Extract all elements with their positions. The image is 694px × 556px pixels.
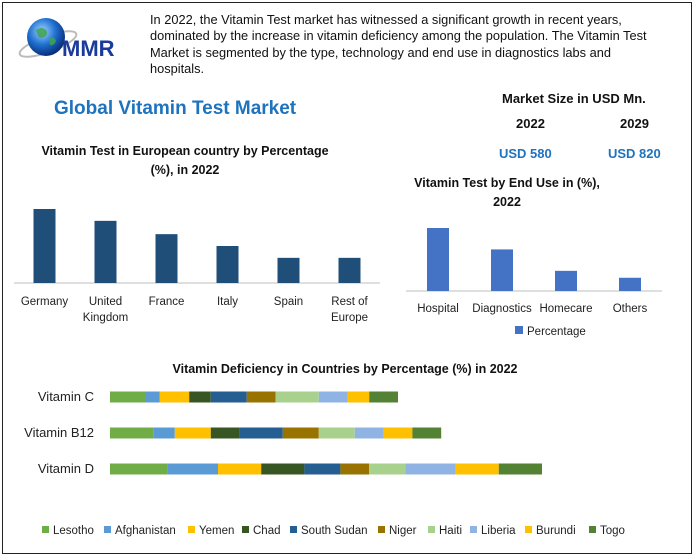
deficiency-legend-label-togo: Togo [600,525,625,537]
market-size-title: Market Size in USD Mn. [502,91,646,106]
deficiency-legend-swatch-lesotho [42,526,49,533]
deficiency-legend-label-liberia: Liberia [481,525,516,537]
market-size-year-2029: 2029 [620,116,649,131]
deficiency-category-label-vitamin-b12: Vitamin B12 [24,425,94,440]
deficiency-legend-swatch-afghanistan [104,526,111,533]
europe-tick-label-rest-of-europe: Europe [331,312,368,324]
deficiency-segment-vitamin-b12-liberia [354,427,384,439]
deficiency-legend-label-south-sudan: South Sudan [301,525,368,537]
market-size-value-2029: USD 820 [608,146,661,161]
deficiency-segment-vitamin-d-haiti [369,463,406,475]
mmr-logo: MMR [18,18,115,61]
end-use-tick-label-hospital: Hospital [417,303,459,315]
europe-tick-label-france: France [149,296,185,308]
deficiency-segment-vitamin-b12-niger [282,427,319,439]
deficiency-segment-vitamin-b12-afghanistan [153,427,175,439]
end-use-bar-homecare [555,270,577,291]
deficiency-legend-swatch-yemen [188,526,195,533]
europe-bar-germany [33,209,56,283]
deficiency-legend-label-haiti: Haiti [439,525,462,537]
europe-tick-label-united-kingdom: United [89,296,122,308]
deficiency-legend-swatch-south-sudan [290,526,297,533]
deficiency-segment-vitamin-d-burundi [455,463,499,475]
europe-bar-italy [216,246,239,283]
europe-tick-label-italy: Italy [217,296,238,308]
deficiency-segment-vitamin-d-niger [340,463,370,475]
deficiency-segment-vitamin-b12-togo [412,427,442,439]
end-use-legend-label: Percentage [527,326,586,338]
deficiency-segment-vitamin-d-lesotho [110,463,168,475]
end-use-tick-label-diagnostics: Diagnostics [472,303,532,315]
deficiency-segment-vitamin-b12-haiti [318,427,355,439]
europe-chart-title: Vitamin Test in European country by Perc… [41,144,329,177]
deficiency-segment-vitamin-b12-burundi [383,427,413,439]
deficiency-segment-vitamin-b12-south-sudan [239,427,283,439]
europe-tick-label-rest-of-europe: Rest of [331,296,368,308]
end-use-bar-others [619,277,641,291]
deficiency-segment-vitamin-c-chad [189,391,211,403]
europe-tick-label-spain: Spain [274,296,303,308]
deficiency-segment-vitamin-c-yemen [159,391,190,403]
deficiency-legend-label-burundi: Burundi [536,525,576,537]
end-use-bar-diagnostics [491,249,513,291]
deficiency-legend-swatch-haiti [428,526,435,533]
deficiency-segment-vitamin-d-chad [261,463,305,475]
deficiency-legend-swatch-togo [589,526,596,533]
deficiency-legend-label-yemen: Yemen [199,525,234,537]
deficiency-segment-vitamin-b12-chad [210,427,240,439]
europe-bar-france [155,234,178,283]
deficiency-category-label-vitamin-c: Vitamin C [38,389,94,404]
deficiency-legend-label-lesotho: Lesotho [53,525,94,537]
deficiency-segment-vitamin-d-afghanistan [167,463,218,475]
end-use-chart-title: Vitamin Test by End Use in (%), 2022 [414,176,600,209]
deficiency-category-label-vitamin-d: Vitamin D [38,461,94,476]
deficiency-segment-vitamin-b12-yemen [174,427,211,439]
deficiency-segment-vitamin-c-lesotho [110,391,146,403]
europe-bar-united-kingdom [94,220,117,283]
page-title: Global Vitamin Test Market [54,98,297,119]
deficiency-legend-swatch-liberia [470,526,477,533]
europe-tick-label-united-kingdom: Kingdom [83,312,128,324]
deficiency-segment-vitamin-c-liberia [318,391,348,403]
deficiency-segment-vitamin-d-south-sudan [304,463,341,475]
deficiency-segment-vitamin-d-yemen [218,463,262,475]
end-use-tick-label-others: Others [613,303,648,315]
europe-bar-spain [277,257,300,283]
deficiency-segment-vitamin-c-togo [369,391,398,403]
deficiency-segment-vitamin-c-south-sudan [210,391,247,403]
deficiency-chart-title: Vitamin Deficiency in Countries by Perce… [172,362,518,376]
deficiency-legend-swatch-burundi [525,526,532,533]
deficiency-segment-vitamin-d-togo [498,463,542,475]
end-use-legend-swatch [515,326,523,334]
deficiency-legend-swatch-chad [242,526,249,533]
end-use-bar-hospital [427,228,449,291]
deficiency-segment-vitamin-d-liberia [405,463,456,475]
deficiency-segment-vitamin-c-afghanistan [146,391,160,403]
deficiency-legend-swatch-niger [378,526,385,533]
end-use-tick-label-homecare: Homecare [539,303,592,315]
deficiency-segment-vitamin-b12-lesotho [110,427,154,439]
europe-bar-rest-of-europe [338,257,361,283]
deficiency-segment-vitamin-c-haiti [275,391,319,403]
market-size-year-2022: 2022 [516,116,545,131]
europe-tick-label-germany: Germany [21,296,69,308]
deficiency-legend-label-niger: Niger [389,525,417,537]
globe-icon [27,18,65,56]
market-size-value-2022: USD 580 [499,146,552,161]
intro-text: In 2022, the Vitamin Test market has wit… [150,12,647,77]
deficiency-legend-label-afghanistan: Afghanistan [115,525,176,537]
deficiency-segment-vitamin-c-burundi [347,391,370,403]
deficiency-legend-label-chad: Chad [253,525,281,537]
logo-text: MMR [62,36,115,61]
deficiency-segment-vitamin-c-niger [246,391,276,403]
